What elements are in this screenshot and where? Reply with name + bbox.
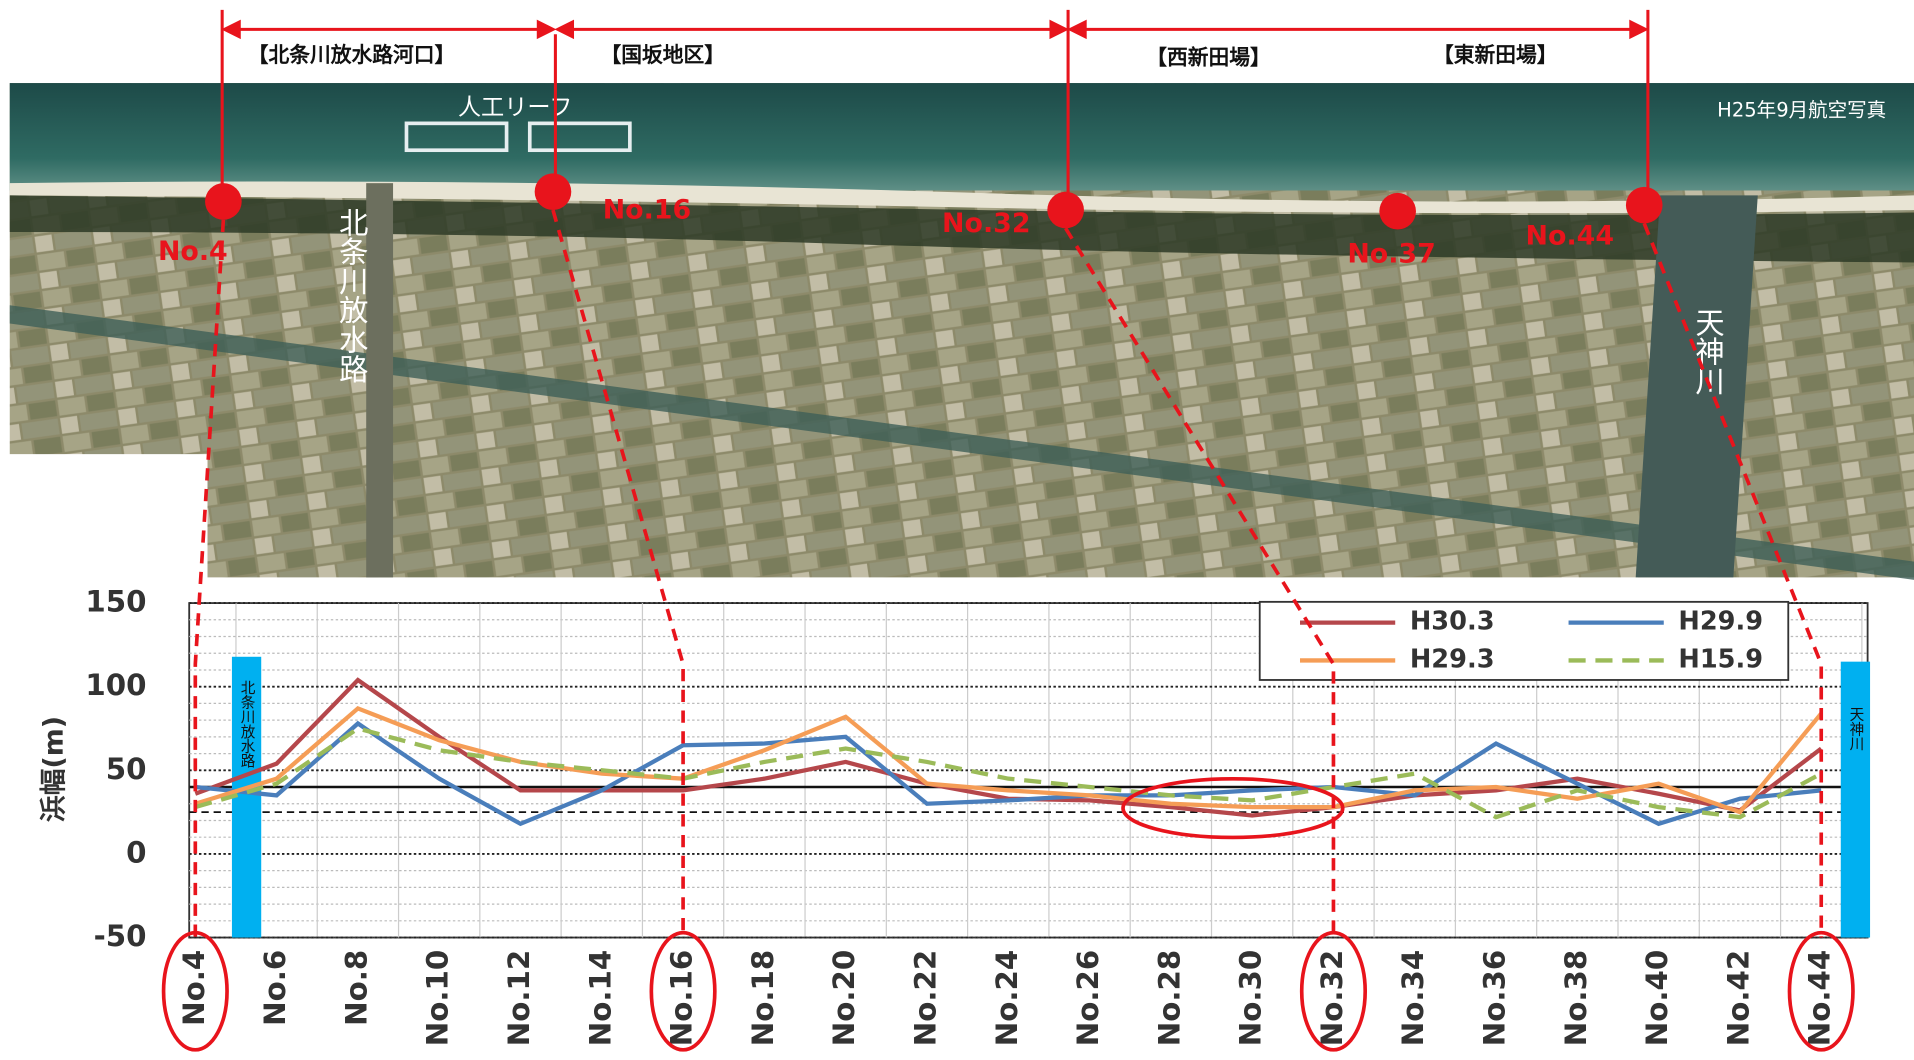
y-tick-label: 50 <box>106 752 147 786</box>
river-label: 北条川放水路 <box>335 208 369 384</box>
leader-line <box>1064 227 1336 938</box>
x-tick-label: No.6 <box>258 950 292 1026</box>
point-label: No.44 <box>1526 220 1614 251</box>
river-bar-label: 天神川 <box>1847 707 1864 751</box>
highlight-ellipse <box>1787 930 1855 1052</box>
x-tick-label: No.20 <box>827 950 861 1047</box>
legend-label: H30.3 <box>1410 607 1495 637</box>
x-tick-label: No.38 <box>1559 950 1593 1047</box>
x-tick-label: No.18 <box>746 950 780 1047</box>
section-label: 【東新田場】 <box>1433 43 1558 67</box>
river-bar <box>1840 661 1871 938</box>
aerial-photo <box>9 83 1914 580</box>
x-tick-label: No.10 <box>421 950 455 1047</box>
y-tick-label: -50 <box>94 919 147 953</box>
section-label: 【西新田場】 <box>1146 46 1271 70</box>
x-tick-label: No.8 <box>339 950 373 1026</box>
x-tick-label: No.12 <box>502 950 536 1047</box>
river-bar-label: 北条川放水路 <box>239 680 256 768</box>
x-tick-label: No.4 <box>177 950 211 1026</box>
point-label: No.4 <box>158 236 228 267</box>
series-line <box>194 726 1823 820</box>
highlight-ellipse <box>1299 930 1368 1052</box>
series-line <box>195 720 1822 827</box>
x-tick-label: No.22 <box>908 950 942 1047</box>
x-tick-label: No.26 <box>1071 950 1105 1046</box>
y-axis-label: 浜幅(m) <box>38 716 69 822</box>
profile-points <box>205 173 1663 230</box>
legend-label: H15.9 <box>1678 644 1763 674</box>
leader-line <box>193 219 226 938</box>
x-tick-label: No.40 <box>1640 950 1674 1047</box>
reef-label: 人工リーフ <box>458 94 573 121</box>
y-tick-label: 0 <box>126 835 146 869</box>
photo-caption: H25年9月航空写真 <box>1717 99 1886 122</box>
legend-box <box>1258 600 1790 681</box>
x-tick-label: No.32 <box>1315 950 1349 1047</box>
x-tick-label: No.44 <box>1803 950 1837 1047</box>
highlight-ellipse <box>1121 777 1345 840</box>
x-tick-label: No.14 <box>583 950 617 1047</box>
highlight-ellipse <box>161 930 229 1052</box>
x-tick-label: No.36 <box>1478 950 1512 1047</box>
section-arrows <box>220 9 1650 211</box>
x-tick-label: No.24 <box>990 950 1024 1046</box>
x-tick-label: No.28 <box>1152 950 1186 1047</box>
x-tick-label: No.16 <box>665 950 699 1047</box>
x-tick-label: No.34 <box>1396 950 1430 1047</box>
leader-line <box>551 209 685 938</box>
point-label: No.16 <box>603 195 691 226</box>
point-label: No.37 <box>1347 239 1435 270</box>
section-label: 【国坂地区】 <box>601 43 726 67</box>
y-tick-label: 100 <box>85 668 146 702</box>
x-tick-label: No.42 <box>1721 950 1755 1047</box>
section-label: 【北条川放水路河口】 <box>248 43 456 67</box>
y-tick-label: 150 <box>85 585 146 619</box>
x-tick-label: No.30 <box>1234 950 1268 1047</box>
point-label: No.32 <box>942 208 1030 239</box>
highlight-ellipse <box>649 930 717 1052</box>
legend-label: H29.9 <box>1678 607 1763 637</box>
series-line <box>194 705 1823 815</box>
legend-label: H29.3 <box>1410 644 1495 674</box>
legend: H30.3 H29.3 H29.9 H15.9 <box>1258 600 1790 681</box>
